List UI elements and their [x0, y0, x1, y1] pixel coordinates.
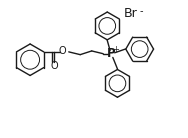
Text: O: O	[51, 61, 58, 71]
Text: P: P	[107, 47, 115, 60]
Text: +: +	[112, 45, 119, 54]
Text: -: -	[139, 6, 143, 16]
Text: O: O	[59, 47, 66, 56]
Text: Br: Br	[124, 7, 138, 20]
